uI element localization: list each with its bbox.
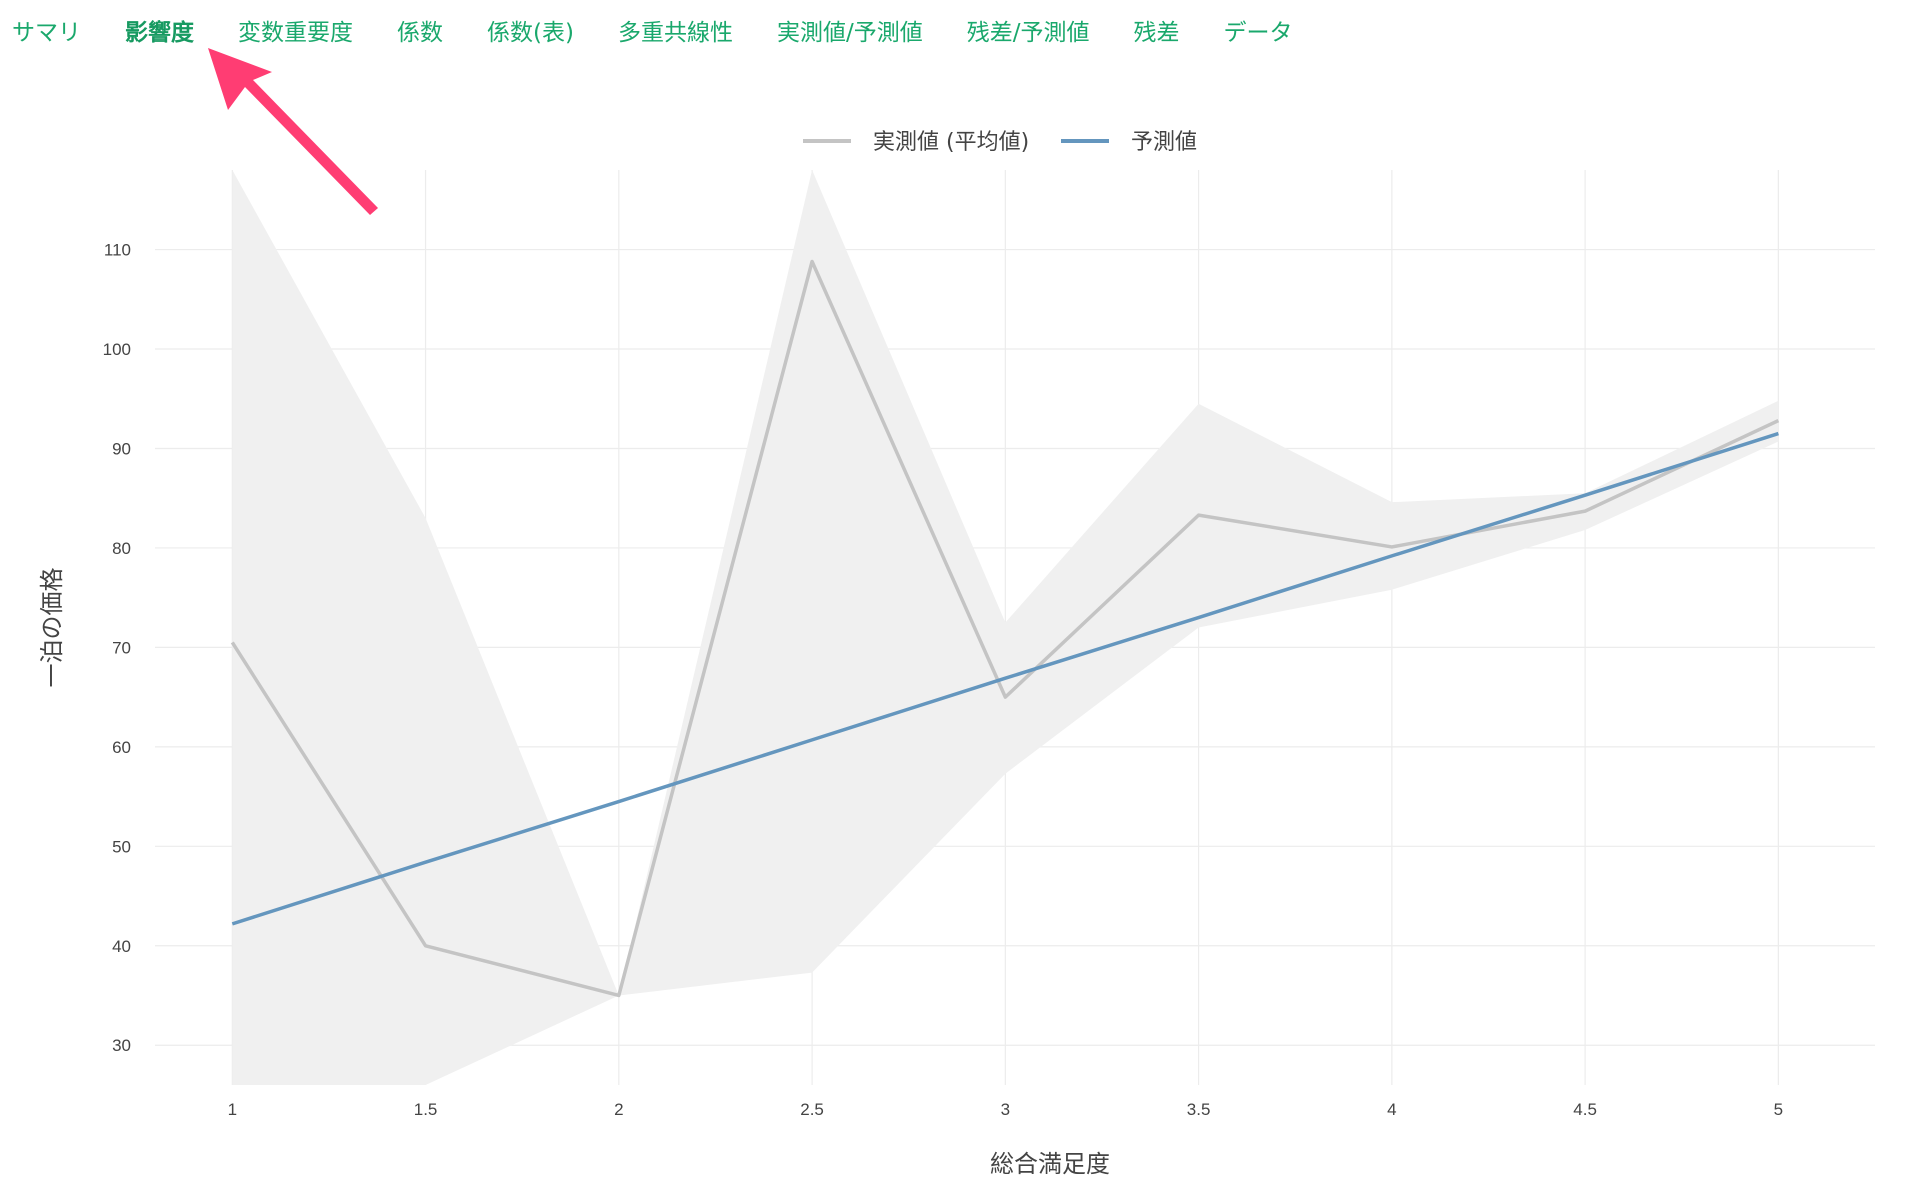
x-axis-title: 総合満足度 [990, 1150, 1110, 1178]
y-tick-label: 110 [104, 241, 131, 260]
tab-bar: サマリ 影響度 変数重要度 係数 係数(表) 多重共線性 実測値/予測値 残差/予測値 残差 デー… [0, 0, 1314, 60]
y-tick-label: 80 [112, 539, 131, 558]
y-tick-label: 70 [112, 638, 131, 657]
y-tick-label: 40 [112, 937, 131, 956]
tab-3[interactable]: 係数 [397, 20, 443, 46]
x-tick-label: 1 [228, 1100, 237, 1119]
tab-2[interactable]: 変数重要度 [238, 20, 353, 46]
confidence-band [232, 170, 1779, 1085]
y-tick-label: 60 [112, 738, 131, 757]
tick-layer: 1 1.5 2 2.5 3 3.5 4 4.5 5 30 40 50 60 70 80 90 100 110 [103, 241, 1783, 1119]
tab-1[interactable]: 影響度 [125, 20, 194, 46]
pointer-arrow-icon [208, 48, 378, 215]
tab-0[interactable]: サマリ [12, 20, 81, 46]
y-tick-label: 100 [103, 340, 131, 359]
tab-4[interactable]: 係数(表) [487, 20, 574, 46]
tab-8[interactable]: 残差 [1133, 20, 1180, 46]
tab-7[interactable]: 残差/予測値 [966, 20, 1090, 46]
arrow-shape [208, 48, 378, 215]
x-tick-label: 5 [1774, 1100, 1783, 1119]
series-layer [230, 259, 1780, 998]
y-tick-label: 50 [112, 837, 131, 856]
legend-label-1: 予測値 [1131, 130, 1197, 155]
legend: 実測値 (平均値) 予測値 [803, 130, 1197, 155]
confidence-band-layer [232, 170, 1779, 1085]
x-tick-label: 4 [1387, 1100, 1396, 1119]
x-tick-label: 1.5 [414, 1100, 438, 1119]
y-axis-title: 一泊の価格 [38, 568, 66, 688]
tab-5[interactable]: 多重共線性 [617, 20, 733, 46]
tab-9[interactable]: データ [1223, 20, 1293, 46]
x-tick-label: 4.5 [1573, 1100, 1597, 1119]
series-line-0 [230, 259, 1780, 998]
x-tick-label: 2.5 [800, 1100, 824, 1119]
x-tick-label: 3 [1001, 1100, 1010, 1119]
x-tick-label: 3.5 [1187, 1100, 1211, 1119]
tab-6[interactable]: 実測値/予測値 [776, 20, 923, 46]
y-tick-label: 90 [112, 439, 131, 458]
x-tick-label: 2 [614, 1100, 623, 1119]
legend-label-0: 実測値 (平均値) [873, 130, 1029, 155]
series-line-1 [231, 431, 1779, 926]
y-tick-label: 30 [112, 1036, 131, 1055]
